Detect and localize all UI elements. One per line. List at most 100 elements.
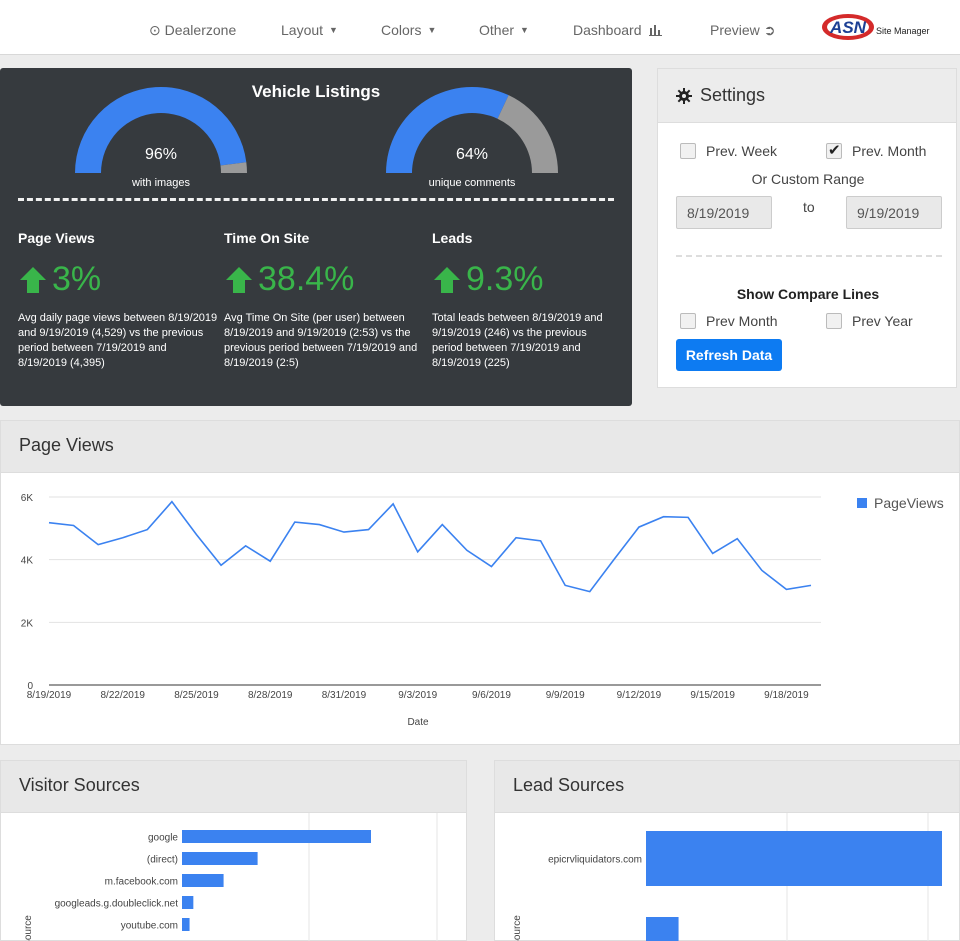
data-point[interactable] <box>760 568 764 572</box>
data-point[interactable] <box>145 528 149 532</box>
refresh-data-button[interactable]: Refresh Data <box>676 339 782 371</box>
bar[interactable] <box>182 896 194 909</box>
x-tick-label: 9/9/2019 <box>546 690 585 701</box>
data-point[interactable] <box>809 583 813 587</box>
bar[interactable] <box>182 874 224 887</box>
y-axis-label: Source <box>23 915 34 941</box>
data-point[interactable] <box>391 502 395 506</box>
visitor-sources-chart: google (direct) m.facebook.com googleads.g.… <box>23 813 438 941</box>
metric-leads: Leads 9.3% Total leads between 8/19/2019… <box>432 230 612 371</box>
nav-preview-link[interactable]: Preview ➲ <box>710 22 776 38</box>
gauge-with-images-filled-arc <box>75 86 247 173</box>
to-date-input[interactable]: 9/19/2019 <box>846 196 942 229</box>
nav-layout-dropdown[interactable]: Layout ▼ <box>281 22 338 38</box>
caret-down-icon: ▼ <box>427 25 437 35</box>
page-views-chart: 0 2K 4K 6K 8/19/2019 8/22/2019 8/25/2019 8/28/2… <box>21 493 944 728</box>
bar[interactable] <box>182 918 190 931</box>
data-point[interactable] <box>96 543 100 547</box>
data-point[interactable] <box>416 550 420 554</box>
gauge-with-images-caption: with images <box>131 177 191 189</box>
gauge-with-images-remaining-arc <box>220 162 247 173</box>
brand-logo[interactable]: ASN Site Manager <box>820 12 940 42</box>
metric-value: 3% <box>52 260 102 298</box>
data-point[interactable] <box>440 523 444 527</box>
nav-colors-dropdown[interactable]: Colors ▼ <box>381 22 437 38</box>
arrow-up-icon <box>20 266 46 293</box>
data-point[interactable] <box>121 536 125 540</box>
custom-range-label: Or Custom Range <box>751 171 865 187</box>
category-label: epicrvliquidators.com <box>548 855 642 866</box>
nav-dashboard-link[interactable]: Dashboard <box>573 22 663 38</box>
legend-label-pageviews[interactable]: PageViews <box>874 495 944 511</box>
arrow-up-icon <box>434 266 460 293</box>
data-point[interactable] <box>711 551 715 555</box>
data-point[interactable] <box>268 559 272 563</box>
top-navbar: ⊙ Dealerzone Layout ▼ Colors ▼ Other ▼ Dash… <box>0 0 960 55</box>
gauge-unique-comments-remaining-arc <box>497 95 558 173</box>
data-point[interactable] <box>317 523 321 527</box>
x-axis-label: Date <box>407 717 429 728</box>
visitor-sources-title: Visitor Sources <box>1 761 466 813</box>
data-point[interactable] <box>465 548 469 552</box>
metric-page-views: Page Views 3% Avg daily page views betwe… <box>18 230 218 371</box>
gauge-unique-comments-percent: 64% <box>455 146 489 163</box>
metric-title: Time On Site <box>224 230 310 246</box>
settings-header: Settings <box>658 69 956 123</box>
data-point[interactable] <box>612 557 616 561</box>
y-axis-label: Source <box>512 915 523 941</box>
compare-prev-year-checkbox[interactable]: Prev Year <box>826 313 913 329</box>
checkbox-box[interactable] <box>680 313 696 329</box>
asn-logo-icon: ASN <box>822 14 874 40</box>
nav-other-dropdown[interactable]: Other ▼ <box>479 22 529 38</box>
data-point[interactable] <box>662 515 666 519</box>
data-point[interactable] <box>735 537 739 541</box>
bar[interactable] <box>182 830 371 843</box>
data-point[interactable] <box>170 500 174 504</box>
data-point[interactable] <box>588 590 592 594</box>
checkbox-box[interactable] <box>826 313 842 329</box>
metric-title: Leads <box>432 230 473 246</box>
page-views-card: Page Views 0 2K 4K 6K 8/19/2019 8/22/2019 8/25… <box>0 420 960 745</box>
data-point[interactable] <box>686 515 690 519</box>
data-point[interactable] <box>342 530 346 534</box>
data-point[interactable] <box>47 521 51 525</box>
category-label: googleads.g.doubleclick.net <box>55 899 179 910</box>
data-point[interactable] <box>637 525 641 529</box>
category-label: (direct) <box>147 855 178 866</box>
y-tick-label: 2K <box>21 618 34 629</box>
data-point[interactable] <box>194 533 198 537</box>
data-point[interactable] <box>489 565 493 569</box>
gear-icon <box>676 87 692 104</box>
data-point[interactable] <box>539 539 543 543</box>
compare-prev-month-checkbox[interactable]: Prev Month <box>680 313 778 329</box>
divider <box>18 198 614 201</box>
checkbox-checked[interactable] <box>826 141 842 159</box>
bar[interactable] <box>646 917 679 941</box>
to-label: to <box>803 199 815 215</box>
data-point[interactable] <box>514 536 518 540</box>
nav-dealerzone-link[interactable]: ⊙ Dealerzone <box>149 22 237 38</box>
bar[interactable] <box>182 852 258 865</box>
prev-week-checkbox[interactable]: Prev. Week <box>680 143 777 159</box>
caret-down-icon: ▼ <box>329 25 338 35</box>
divider <box>676 255 942 257</box>
checkbox-box[interactable] <box>680 143 696 159</box>
x-tick-label: 8/22/2019 <box>100 690 145 701</box>
metric-value: 38.4% <box>258 260 355 298</box>
prev-month-checkbox[interactable]: Prev. Month <box>826 141 926 159</box>
from-date-input[interactable]: 8/19/2019 <box>676 196 772 229</box>
x-tick-label: 9/12/2019 <box>617 690 662 701</box>
data-point[interactable] <box>244 544 248 548</box>
vehicle-listings-panel: Vehicle Listings 96% with images 64% uni… <box>0 68 632 406</box>
visitor-sources-card: Visitor Sources google (direct) m.facebook… <box>0 760 467 941</box>
data-point[interactable] <box>72 524 76 528</box>
bar[interactable] <box>646 831 942 886</box>
svg-text:ASN: ASN <box>829 18 867 37</box>
metric-value: 9.3% <box>466 260 544 298</box>
bar-chart-icon <box>649 25 663 36</box>
data-point[interactable] <box>293 520 297 524</box>
data-point[interactable] <box>784 587 788 591</box>
data-point[interactable] <box>563 583 567 587</box>
data-point[interactable] <box>219 563 223 567</box>
data-point[interactable] <box>367 528 371 532</box>
